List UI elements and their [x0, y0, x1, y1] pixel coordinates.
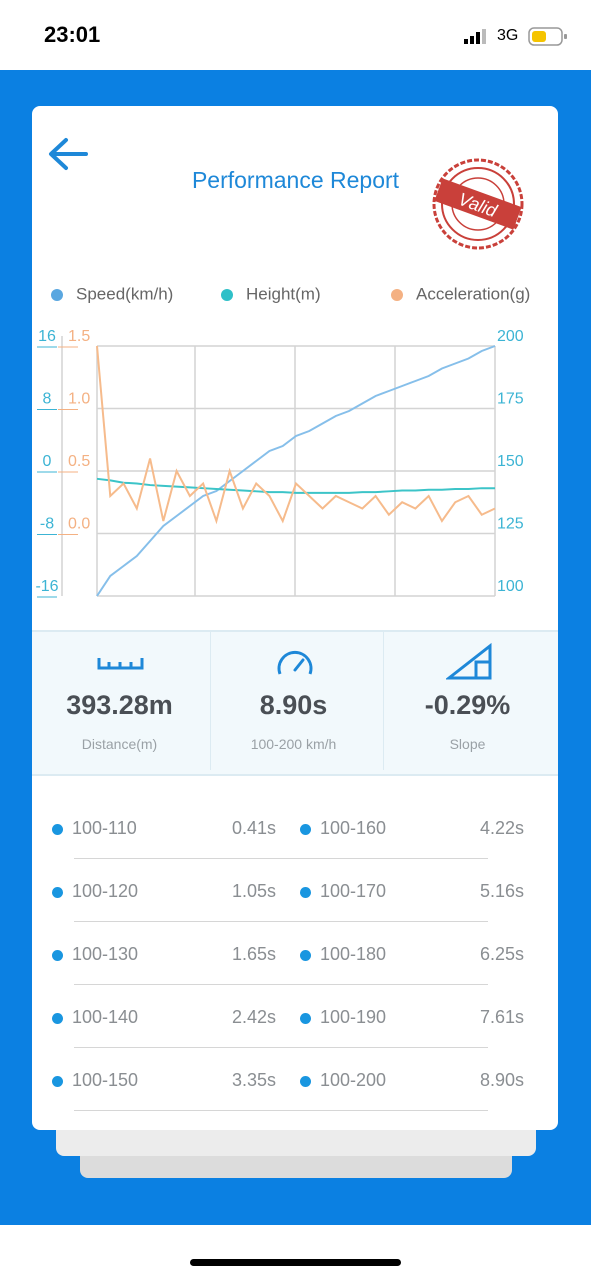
split-time: 7.61s [479, 1007, 524, 1027]
split-marker [300, 824, 311, 835]
stat-value: 393.28m [66, 690, 173, 720]
y-tick-label: 8 [43, 391, 52, 408]
split-range: 100-120 [72, 881, 139, 901]
row-divider [74, 858, 488, 859]
split-marker [52, 1013, 63, 1024]
page-title: Performance Report [191, 167, 400, 193]
chart: 200 175 150 125 100 16 8 0 -8 -16 1.5 1.0 0.5 0.0 Spee… [35, 284, 530, 598]
y3-tick-label: 0.5 [68, 453, 90, 470]
split-time: 5.16s [479, 881, 524, 901]
y3-tick-label: 1.0 [68, 391, 90, 408]
legend-label: Acceleration(g) [416, 284, 530, 303]
status-time: 23:01 [44, 22, 101, 47]
row-divider [74, 921, 488, 922]
split-time: 3.35s [231, 1070, 276, 1090]
split-time: 8.90s [479, 1070, 524, 1090]
row-divider [74, 1110, 488, 1111]
split-marker [300, 1076, 311, 1087]
y2-tick-label: 150 [497, 453, 524, 470]
series-line [96, 345, 496, 597]
y3-tick-label: 0.0 [68, 516, 90, 533]
split-marker [52, 1076, 63, 1087]
split-range: 100-150 [72, 1070, 139, 1090]
split-time: 4.22s [479, 818, 524, 838]
split-marker [300, 1013, 311, 1024]
split-marker [52, 887, 63, 898]
legend-label: Height(m) [246, 284, 321, 303]
battery-icon [528, 27, 567, 46]
y-tick-label: 16 [38, 328, 56, 345]
y2-tick-label: 100 [497, 578, 524, 595]
stat-value: 8.90s [259, 690, 328, 720]
split-time: 6.25s [479, 944, 524, 964]
split-range: 100-140 [72, 1007, 139, 1027]
distance-icon [97, 658, 144, 670]
y-tick-label: -8 [40, 516, 54, 533]
split-range: 100-110 [72, 818, 137, 838]
speed-icon [277, 651, 313, 675]
y-tick-label: -16 [35, 578, 58, 595]
legend-marker [221, 289, 233, 301]
stat-value: -0.29% [424, 690, 511, 720]
slope-icon [446, 642, 492, 680]
y-tick-label: 0 [43, 453, 52, 470]
stat-label: Distance(m) [81, 736, 158, 752]
split-marker [52, 824, 63, 835]
split-range: 100-180 [320, 944, 387, 964]
back-button[interactable] [46, 136, 90, 172]
split-marker [52, 950, 63, 961]
split-range: 100-190 [320, 1007, 387, 1027]
valid-stamp: Valid [432, 158, 524, 250]
row-divider [74, 1047, 488, 1048]
split-range: 100-170 [320, 881, 387, 901]
signal-icon [464, 29, 486, 44]
split-time: 1.65s [231, 944, 276, 964]
legend-marker [391, 289, 403, 301]
row-divider [74, 984, 488, 985]
y2-tick-label: 175 [497, 391, 524, 408]
split-range: 100-160 [320, 818, 387, 838]
split-marker [300, 887, 311, 898]
y3-tick-label: 1.5 [68, 328, 90, 345]
legend-label: Speed(km/h) [76, 284, 173, 303]
y2-tick-label: 200 [497, 328, 524, 345]
legend-marker [51, 289, 63, 301]
split-time: 1.05s [231, 881, 276, 901]
series-line [96, 477, 495, 494]
stat-label: 100-200 km/h [250, 736, 337, 752]
split-range: 100-130 [72, 944, 139, 964]
split-time: 0.41s [231, 818, 276, 838]
split-marker [300, 950, 311, 961]
network-type: 3G [497, 27, 519, 44]
y2-tick-label: 125 [497, 516, 524, 533]
stats-panel: 393.28m Distance(m) 8.90s 100-200 km/h -0.29… [32, 630, 558, 776]
stat-label: Slope [449, 736, 486, 752]
split-time: 2.42s [231, 1007, 276, 1027]
report-card [32, 106, 558, 1130]
home-indicator [190, 1259, 401, 1266]
split-range: 100-200 [320, 1070, 387, 1090]
series-line [96, 345, 496, 525]
